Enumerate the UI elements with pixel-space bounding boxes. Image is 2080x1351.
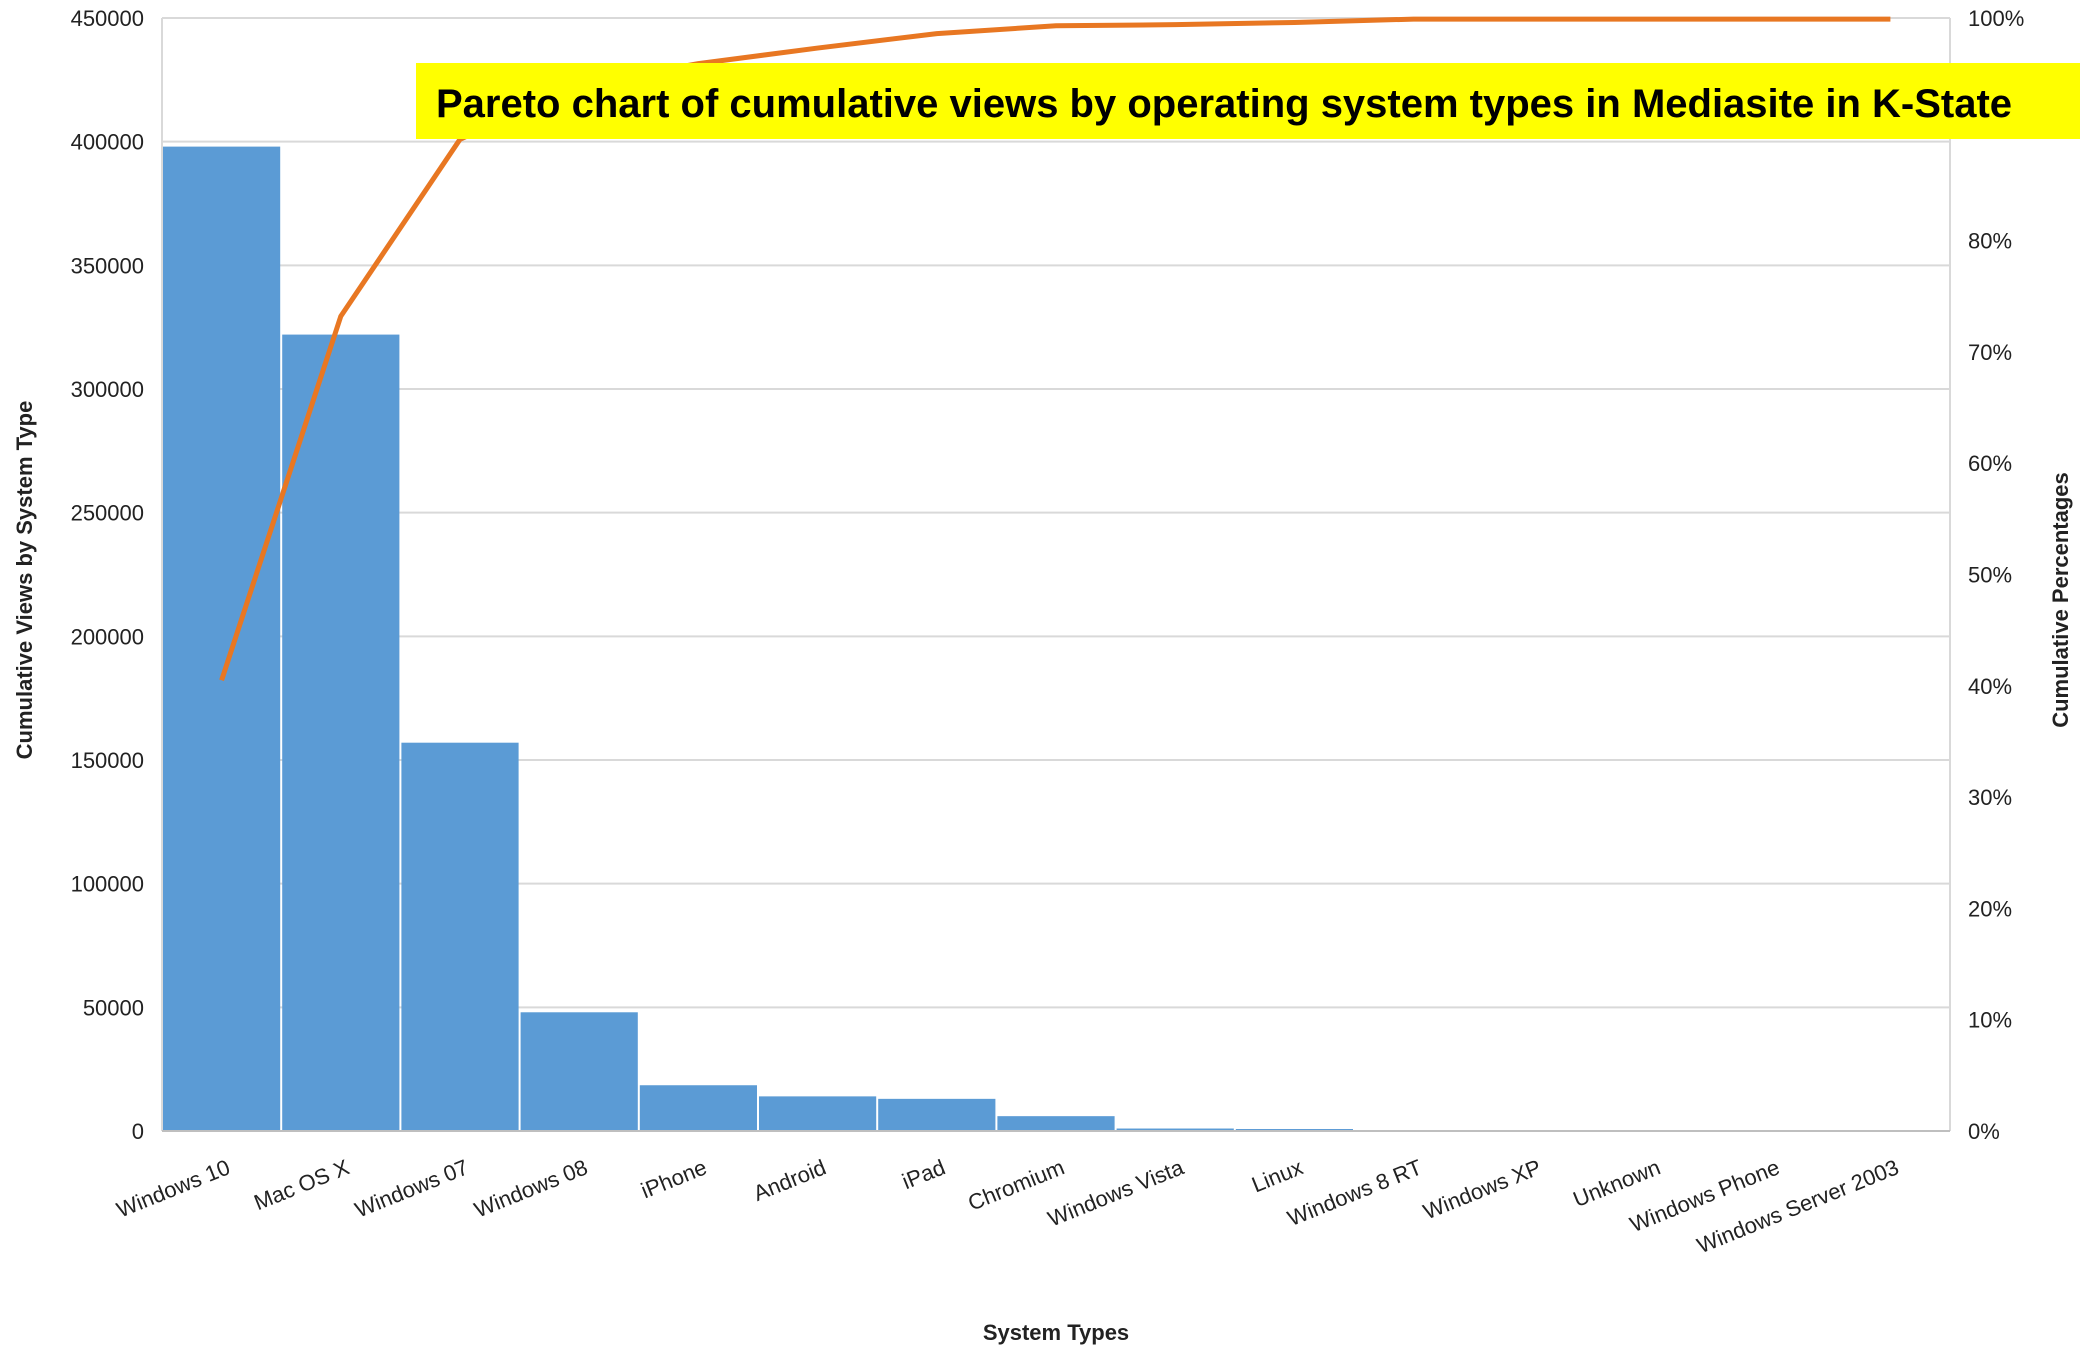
y2-tick-label: 100% <box>1968 6 2024 31</box>
x-tick-label: Unknown <box>1569 1154 1663 1212</box>
bar <box>997 1116 1114 1131</box>
bar <box>401 743 518 1131</box>
x-tick-label: Windows 8 RT <box>1284 1154 1426 1231</box>
y2-tick-label: 10% <box>1968 1008 2012 1033</box>
y-tick-label: 400000 <box>71 130 144 155</box>
y-axis-title: Cumulative Views by System Type <box>12 401 37 760</box>
x-tick-label: iPhone <box>637 1154 710 1203</box>
y2-tick-label: 40% <box>1968 674 2012 699</box>
x-tick-label: Windows 07 <box>351 1154 471 1222</box>
bar <box>163 147 280 1131</box>
y2-tick-label: 60% <box>1968 451 2012 476</box>
x-axis-title: System Types <box>983 1320 1129 1345</box>
y2-tick-label: 30% <box>1968 785 2012 810</box>
bar <box>878 1099 995 1131</box>
x-tick-label: Windows Server 2003 <box>1693 1154 1902 1258</box>
chart-title: Pareto chart of cumulative views by oper… <box>436 82 2012 126</box>
x-tick-label: Windows XP <box>1420 1154 1545 1224</box>
x-tick-label: Windows 10 <box>113 1154 233 1222</box>
y2-tick-label: 70% <box>1968 340 2012 365</box>
x-tick-label: Windows 08 <box>471 1154 591 1222</box>
x-tick-label: Linux <box>1248 1154 1306 1197</box>
y2-axis-title: Cumulative Percentages <box>2048 472 2073 728</box>
y-tick-label: 350000 <box>71 253 144 278</box>
bar <box>759 1096 876 1131</box>
y-tick-label: 200000 <box>71 624 144 649</box>
y2-tick-label: 0% <box>1968 1119 2000 1144</box>
bars <box>163 147 1949 1131</box>
x-tick-label: iPad <box>898 1154 948 1194</box>
x-tick-label: Windows Vista <box>1044 1154 1187 1231</box>
y-tick-label: 100000 <box>71 872 144 897</box>
x-tick-label: Android <box>750 1154 830 1206</box>
y-tick-label: 450000 <box>71 6 144 31</box>
chart-title-banner: Pareto chart of cumulative views by oper… <box>416 63 2080 139</box>
bar <box>521 1012 638 1131</box>
y2-tick-label: 80% <box>1968 229 2012 254</box>
y-tick-label: 50000 <box>83 995 144 1020</box>
y-tick-label: 250000 <box>71 501 144 526</box>
bar <box>640 1085 757 1131</box>
y-tick-label: 0 <box>132 1119 144 1144</box>
y2-tick-label: 50% <box>1968 563 2012 588</box>
bar <box>282 335 399 1131</box>
y-tick-label: 150000 <box>71 748 144 773</box>
y-tick-label: 300000 <box>71 377 144 402</box>
x-tick-label: Mac OS X <box>250 1154 353 1215</box>
y2-tick-label: 20% <box>1968 896 2012 921</box>
